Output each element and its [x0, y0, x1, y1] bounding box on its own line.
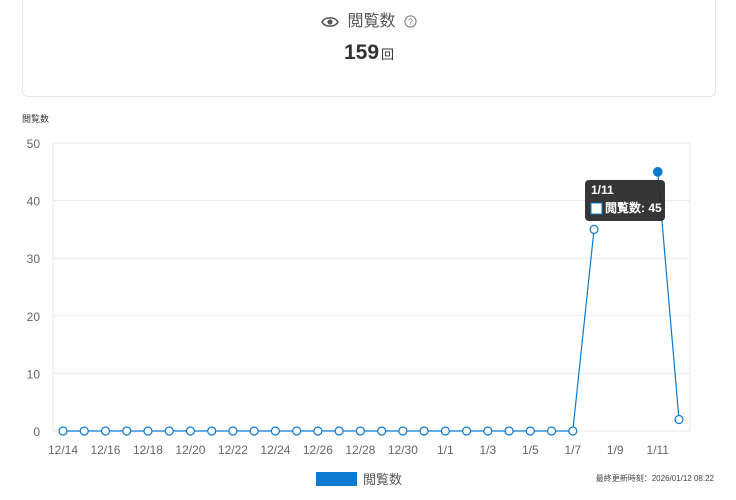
- x-tick-label: 12/20: [175, 443, 205, 457]
- data-point[interactable]: [228, 426, 238, 436]
- help-icon[interactable]: ?: [404, 15, 417, 28]
- x-tick-label: 12/28: [345, 443, 375, 457]
- data-point[interactable]: [568, 426, 578, 436]
- data-point[interactable]: [504, 426, 514, 436]
- data-point[interactable]: [79, 426, 89, 436]
- legend-swatch: [316, 472, 357, 486]
- x-tick-label: 12/14: [48, 443, 78, 457]
- views-summary-card: 閲覧数 ? 159 回: [22, 0, 716, 97]
- views-total-unit: 回: [381, 47, 395, 62]
- tooltip-box: [585, 180, 665, 221]
- data-point[interactable]: [355, 426, 365, 436]
- views-line-chart: 0 10 20 30 40 50 閲覧数 12/14 12/16 12/18 12/20 12/22 1…: [22, 113, 691, 487]
- data-point[interactable]: [313, 426, 323, 436]
- svg-text:?: ?: [408, 17, 413, 27]
- data-point[interactable]: [249, 426, 259, 436]
- y-tick-label: 10: [27, 367, 41, 381]
- y-tick-label: 40: [27, 195, 41, 209]
- eye-icon: [321, 16, 339, 27]
- x-tick-label: 12/24: [260, 443, 290, 457]
- last-updated-text: 最終更新時刻：2026/01/12 08:22: [595, 474, 714, 483]
- data-point[interactable]: [207, 426, 217, 436]
- data-point[interactable]: [292, 426, 302, 436]
- x-tick-label: 1/1: [437, 443, 454, 457]
- data-point[interactable]: [461, 426, 472, 436]
- y-axis-label: 閲覧数: [22, 113, 49, 124]
- x-tick-label: 12/18: [133, 443, 163, 457]
- data-point[interactable]: [270, 426, 281, 436]
- x-tick-label: 1/7: [564, 443, 581, 457]
- x-tick-label: 12/16: [90, 443, 120, 457]
- data-point[interactable]: [58, 426, 68, 436]
- data-point[interactable]: [674, 414, 684, 425]
- x-tick-label: 12/30: [388, 443, 418, 457]
- views-summary-value-row: 159 回: [23, 41, 715, 65]
- data-point[interactable]: [419, 426, 429, 436]
- x-tick-label: 12/22: [218, 443, 248, 457]
- x-tick-label: 1/5: [522, 443, 539, 457]
- y-tick-label: 20: [27, 310, 41, 324]
- data-point[interactable]: [483, 426, 493, 436]
- data-point[interactable]: [185, 426, 196, 436]
- data-point[interactable]: [122, 426, 132, 436]
- views-summary-header: 閲覧数 ?: [23, 7, 715, 31]
- y-tick-label: 0: [33, 425, 40, 439]
- data-point[interactable]: [546, 426, 557, 436]
- tooltip-label: 閲覧数: 45: [605, 200, 662, 215]
- y-tick-label: 30: [27, 252, 41, 266]
- data-point-active[interactable]: [652, 167, 663, 177]
- x-tick-label: 1/11: [647, 443, 670, 457]
- data-point[interactable]: [377, 426, 387, 436]
- data-point[interactable]: [164, 426, 174, 436]
- y-tick-label: 50: [27, 137, 41, 151]
- views-total-value: 159: [343, 41, 380, 64]
- data-point[interactable]: [589, 224, 599, 234]
- x-tick-label: 1/3: [479, 443, 496, 457]
- data-point[interactable]: [440, 426, 450, 436]
- data-point[interactable]: [525, 426, 535, 436]
- data-point[interactable]: [398, 426, 408, 436]
- data-point[interactable]: [100, 426, 111, 436]
- x-tick-label: 1/9: [607, 443, 624, 457]
- tooltip-color-swatch: [590, 202, 603, 215]
- views-summary-title: 閲覧数: [347, 13, 396, 30]
- tooltip-title: 1/11: [591, 183, 614, 197]
- data-point[interactable]: [334, 426, 344, 436]
- data-point[interactable]: [143, 426, 153, 436]
- x-tick-label: 12/26: [303, 443, 333, 457]
- legend-label: 閲覧数: [363, 472, 402, 487]
